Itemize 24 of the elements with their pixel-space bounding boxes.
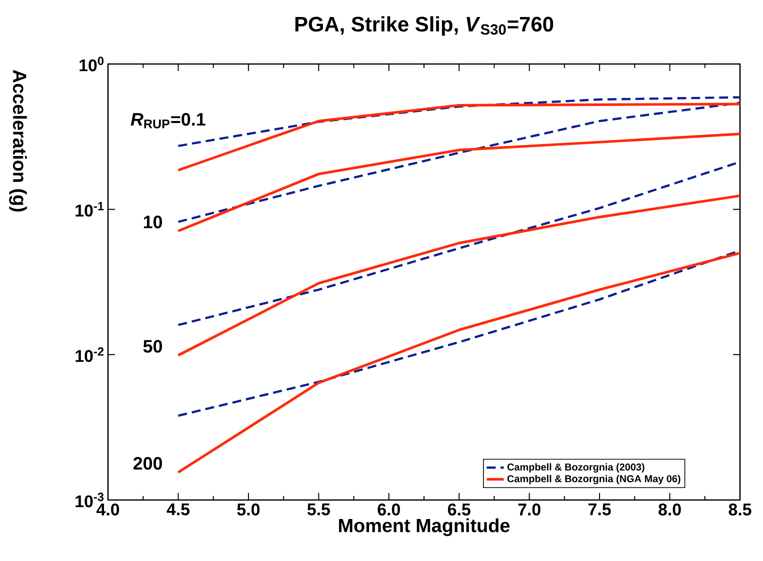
x-tick-label: 7.5: [588, 504, 611, 516]
legend-label: Campbell & Bozorgnia (2003): [507, 463, 644, 473]
annotation: R$_{RUP}$=0.1: [130, 112, 206, 128]
annotation: 10: [144, 216, 162, 228]
line-series: [176, 252, 740, 474]
x-tick-label: 5.0: [237, 504, 260, 516]
x-tick-label: 8.5: [728, 504, 752, 516]
annotation: 50: [143, 340, 162, 353]
legend-label: Campbell & Bozorgnia (NGA May 06): [507, 474, 680, 484]
x-tick-label: 7.0: [518, 504, 540, 516]
x-tick-label: 6.5: [448, 504, 470, 516]
y-tick-label: 10$^{-2}$: [76, 347, 104, 362]
y-tick-label: 10$^{0}$: [80, 56, 104, 72]
x-tick-label: 5.5: [307, 504, 330, 516]
line-series: [176, 132, 740, 232]
chart-title: PGA, Strike Slip, V$_{S30}$=760: [295, 16, 554, 36]
line-series: [176, 194, 740, 357]
x-tick-label: 8.0: [658, 504, 681, 516]
x-tick-label: 6.0: [378, 504, 400, 516]
annotation: 200: [133, 457, 162, 470]
x-axis-title: Moment Magnitude: [339, 518, 510, 536]
y-axis-title: Acceleration (g): [9, 70, 27, 212]
x-tick-label: 4.5: [166, 504, 190, 516]
y-tick-label: 10$^{-1}$: [76, 202, 104, 217]
